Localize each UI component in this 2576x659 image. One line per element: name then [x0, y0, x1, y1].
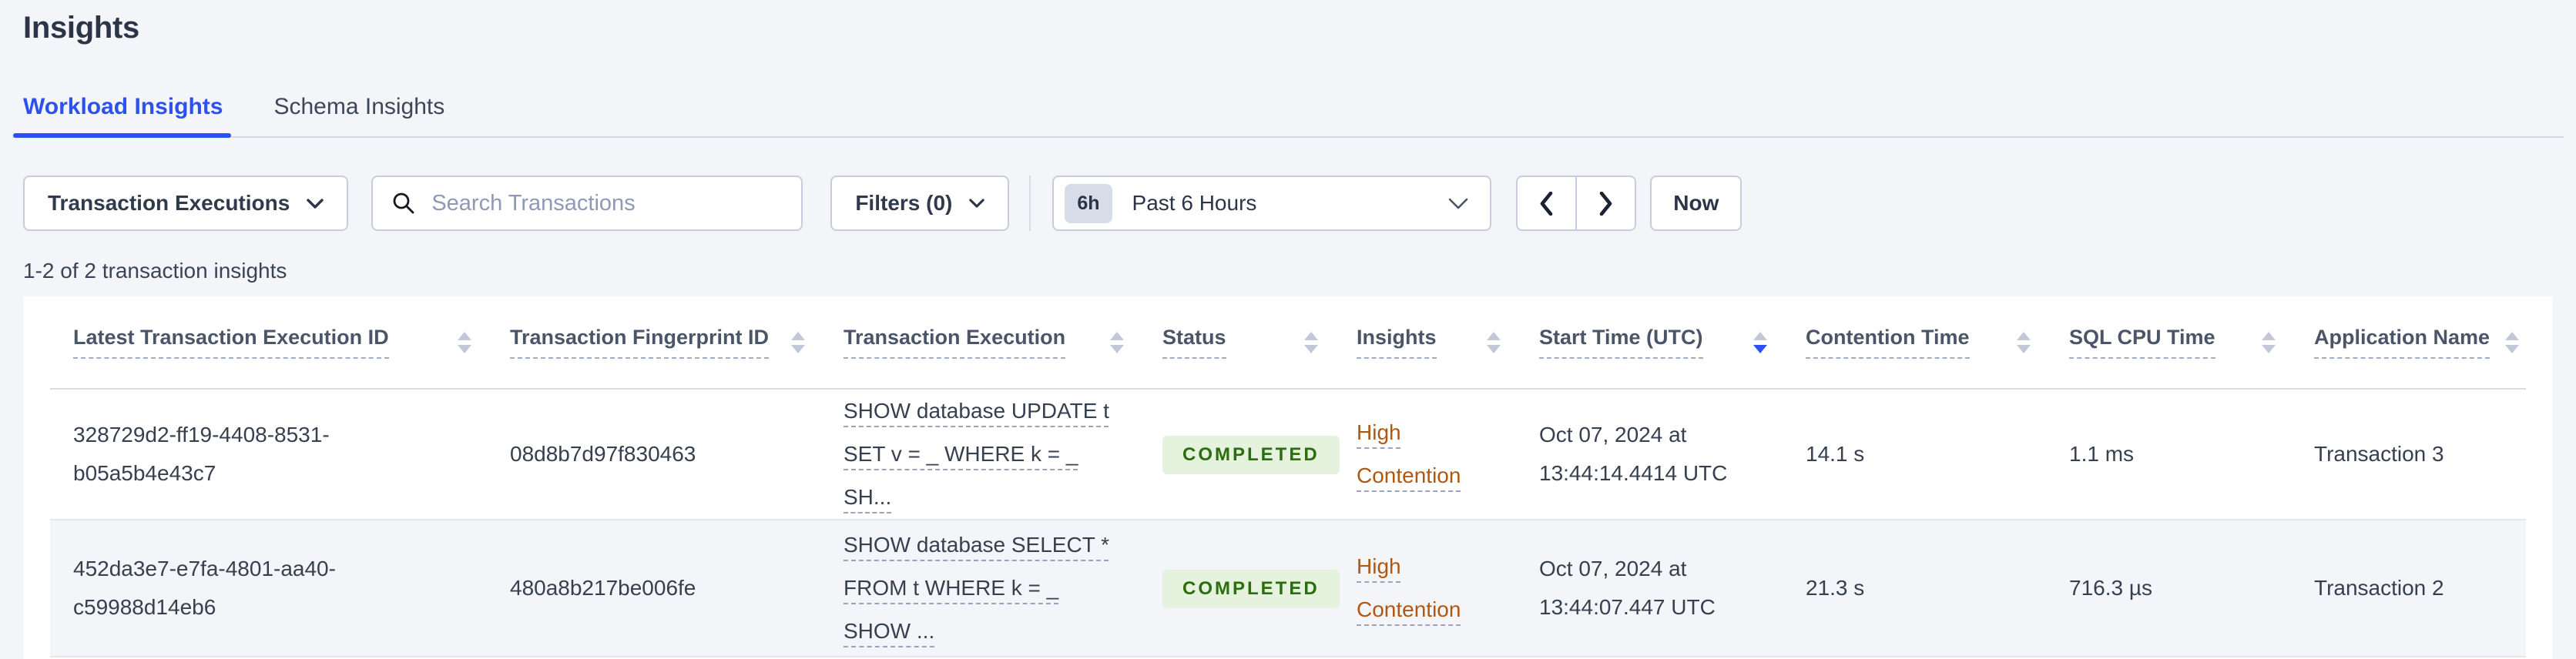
time-prev-button[interactable] — [1516, 176, 1578, 231]
search-transactions-input[interactable] — [431, 190, 783, 216]
column-header-start-time[interactable]: Start Time (UTC) — [1539, 296, 1806, 390]
cell-insights: High Contention — [1357, 520, 1539, 657]
time-range-shortcut-badge: 6h — [1065, 183, 1112, 223]
chevron-left-icon — [1541, 191, 1553, 216]
tab-divider — [12, 136, 2564, 138]
transaction-statement-link[interactable]: SHOW database SELECT * FROM t WHERE k = … — [844, 533, 1109, 643]
sort-icon — [1110, 331, 1124, 353]
transaction-insights-table: Latest Transaction Execution ID Transact… — [50, 296, 2526, 657]
cell-status: COMPLETED — [1162, 389, 1357, 520]
chevron-down-icon — [307, 198, 324, 209]
cell-application-name: Transaction 2 — [2314, 576, 2444, 600]
time-next-button[interactable] — [1575, 176, 1637, 231]
tab-schema-insights[interactable]: Schema Insights — [273, 94, 445, 119]
search-box[interactable] — [371, 176, 803, 231]
column-header-contention-time[interactable]: Contention Time — [1806, 296, 2069, 390]
status-badge: COMPLETED — [1162, 570, 1340, 608]
table-row: 328729d2-ff19-4408-8531-b05a5b4e43c7 08d… — [50, 389, 2526, 520]
chevron-down-icon — [969, 199, 985, 208]
cell-insights: High Contention — [1357, 389, 1539, 520]
cell-transaction-execution: SHOW database UPDATE t SET v = _ WHERE k… — [844, 389, 1162, 520]
cell-status: COMPLETED — [1162, 520, 1357, 657]
cell-execution-id: 452da3e7-e7fa-4801-aa40-c59988d14eb6 — [73, 557, 336, 619]
cell-sql-cpu-time: 716.3 µs — [2069, 576, 2152, 600]
sort-icon — [1487, 331, 1501, 353]
cell-fingerprint-id: 08d8b7d97f830463 — [510, 442, 696, 466]
search-icon — [393, 192, 414, 214]
page-title: Insights — [23, 11, 139, 45]
time-range-picker[interactable]: 6h Past 6 Hours — [1052, 176, 1492, 231]
column-header-insights[interactable]: Insights — [1357, 296, 1539, 390]
cell-contention-time: 21.3 s — [1806, 576, 1865, 600]
cell-start-time: Oct 07, 2024 at 13:44:07.447 UTC — [1539, 557, 1716, 619]
time-window-pager — [1516, 176, 1637, 231]
cell-fingerprint-id: 480a8b217be006fe — [510, 576, 696, 600]
insight-type-dropdown[interactable]: Transaction Executions — [23, 176, 349, 231]
table-header-row: Latest Transaction Execution ID Transact… — [50, 296, 2526, 390]
cell-sql-cpu-time: 1.1 ms — [2069, 442, 2135, 466]
tab-bar: Workload Insights Schema Insights — [12, 89, 445, 138]
column-header-transaction-fingerprint-id[interactable]: Transaction Fingerprint ID — [510, 296, 844, 390]
time-range-label: Past 6 Hours — [1132, 191, 1257, 215]
filters-button-label: Filters (0) — [855, 191, 953, 215]
chevron-down-icon — [1449, 198, 1468, 209]
sort-icon — [2262, 331, 2276, 353]
column-header-status[interactable]: Status — [1162, 296, 1357, 390]
sort-icon — [791, 331, 805, 353]
table-row: 452da3e7-e7fa-4801-aa40-c59988d14eb6 480… — [50, 520, 2526, 657]
cell-application-name: Transaction 3 — [2314, 442, 2444, 466]
column-header-latest-transaction-execution-id[interactable]: Latest Transaction Execution ID — [50, 296, 510, 390]
insight-type-dropdown-label: Transaction Executions — [48, 191, 290, 215]
toolbar-separator — [1029, 176, 1031, 231]
column-header-application-name[interactable]: Application Name — [2314, 296, 2526, 390]
tab-workload-insights[interactable]: Workload Insights — [12, 89, 232, 138]
sort-icon — [458, 331, 471, 353]
cell-execution-id: 328729d2-ff19-4408-8531-b05a5b4e43c7 — [73, 423, 330, 485]
column-header-transaction-execution[interactable]: Transaction Execution — [844, 296, 1162, 390]
status-badge: COMPLETED — [1162, 436, 1340, 474]
sort-icon — [1304, 331, 1318, 353]
sort-icon — [2017, 331, 2031, 353]
results-summary: 1-2 of 2 transaction insights — [23, 259, 287, 283]
now-button[interactable]: Now — [1650, 176, 1742, 231]
insights-table-card: Latest Transaction Execution ID Transact… — [23, 296, 2553, 659]
sort-icon-active-desc — [1753, 331, 1767, 353]
high-contention-link[interactable]: High Contention — [1357, 554, 1461, 621]
high-contention-link[interactable]: High Contention — [1357, 420, 1461, 487]
transaction-statement-link[interactable]: SHOW database UPDATE t SET v = _ WHERE k… — [844, 399, 1109, 509]
toolbar: Transaction Executions Filters (0) 6h Pa… — [23, 176, 2553, 231]
cell-start-time: Oct 07, 2024 at 13:44:14.4414 UTC — [1539, 423, 1728, 485]
sort-icon — [2505, 331, 2520, 353]
column-header-sql-cpu-time[interactable]: SQL CPU Time — [2069, 296, 2314, 390]
filters-button[interactable]: Filters (0) — [830, 176, 1010, 231]
chevron-right-icon — [1600, 191, 1612, 216]
cell-transaction-execution: SHOW database SELECT * FROM t WHERE k = … — [844, 520, 1162, 657]
cell-contention-time: 14.1 s — [1806, 442, 1865, 466]
